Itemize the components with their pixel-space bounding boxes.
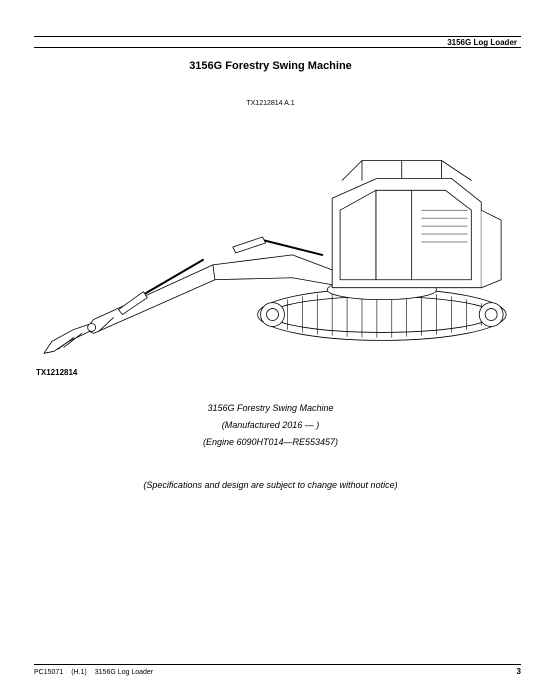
footer-rule: PC15071 (H.1) 3156G Log Loader 3 <box>34 664 521 676</box>
footer-product-name: 3156G Log Loader <box>95 669 153 676</box>
machine-illustration <box>34 120 521 360</box>
page-title: 3156G Forestry Swing Machine <box>0 60 541 72</box>
caption-manufactured: (Manufactured 2016 — ) <box>0 417 541 434</box>
header-product-name: 3156G Log Loader <box>447 38 517 47</box>
change-notice: (Specifications and design are subject t… <box>0 480 541 490</box>
footer-doc-code: PC15071 <box>34 669 63 676</box>
footer-page-number: 3 <box>517 667 521 676</box>
figure-reference-code: TX1212814 A.1 <box>0 100 541 107</box>
caption-model: 3156G Forestry Swing Machine <box>0 400 541 417</box>
figure-part-number: TX1212814 <box>36 368 77 377</box>
caption-block: 3156G Forestry Swing Machine (Manufactur… <box>0 400 541 451</box>
caption-engine: (Engine 6090HT014—RE553457) <box>0 434 541 451</box>
forestry-swing-machine-icon <box>34 120 521 360</box>
page: 3156G Log Loader 3156G Forestry Swing Ma… <box>0 0 541 700</box>
header-rule: 3156G Log Loader <box>34 36 521 48</box>
footer-left: PC15071 (H.1) 3156G Log Loader <box>34 669 153 676</box>
footer-revision: (H.1) <box>71 669 87 676</box>
